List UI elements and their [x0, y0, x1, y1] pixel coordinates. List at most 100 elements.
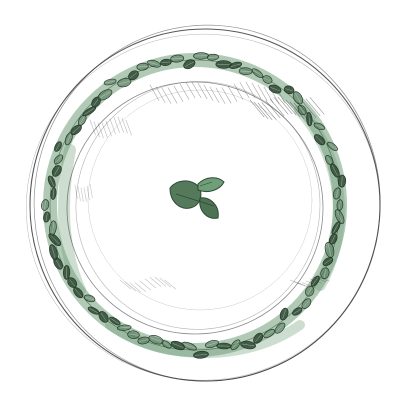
hatch-stroke [121, 117, 128, 134]
hatch-stroke [97, 122, 104, 139]
leaf-vein [293, 308, 302, 314]
hatch-stroke [185, 82, 196, 99]
leaf-garland [41, 52, 347, 359]
hatch-stroke [129, 282, 141, 293]
leaf-vein [331, 235, 336, 244]
hatch-stroke [239, 82, 250, 99]
hatch-stroke [277, 96, 293, 115]
hatch-stroke [159, 277, 171, 288]
hatch-stroke [301, 282, 314, 288]
sprig-icon [169, 177, 225, 219]
leaf-vein [240, 70, 252, 72]
hatch-stroke [281, 97, 297, 116]
leaf-vein [341, 176, 343, 187]
hatch-stroke [289, 101, 305, 120]
leaf-vein [282, 309, 286, 319]
hatch-stroke [293, 102, 309, 121]
leaf-vein [162, 341, 171, 348]
hatch-stroke [89, 119, 96, 136]
hatch-stroke [269, 87, 280, 104]
hatch-stroke [257, 84, 268, 101]
leaf-vein [100, 312, 107, 322]
hatch-stroke [249, 99, 265, 118]
leaf-vein [315, 135, 324, 144]
leaf-vein [52, 188, 55, 199]
leaf-vein [148, 62, 160, 66]
leaf-vein [336, 211, 343, 223]
leaf-vein [85, 296, 94, 300]
leaf-vein [172, 343, 184, 348]
leaf-vein [45, 212, 48, 222]
hatch-stroke [293, 281, 306, 287]
leaf-vein [307, 287, 312, 296]
hatch-stroke [86, 185, 90, 201]
hatch-stroke [297, 102, 313, 120]
leaf-vein [150, 337, 162, 342]
hatch-stroke [265, 100, 281, 119]
leaf-vein [138, 339, 149, 342]
hatch-stroke [164, 279, 176, 290]
leaf-vein [208, 56, 218, 58]
hatch-stroke [317, 276, 330, 282]
hatch-stroke [197, 82, 208, 99]
leaf-vein [255, 334, 262, 342]
leaf-vein [84, 107, 95, 115]
leaf-vein [315, 124, 324, 129]
hatch-stroke [149, 84, 160, 101]
leaf-vein [93, 98, 99, 106]
leaf-vein [327, 243, 332, 257]
hatch-stroke [89, 183, 93, 198]
leaf-vein [263, 77, 272, 82]
hatch-stroke [113, 117, 120, 133]
leaf-vein [44, 200, 47, 210]
leaf-vein [74, 288, 82, 297]
leaf-vein [50, 234, 60, 245]
leaf-vein [323, 268, 327, 278]
hatch-stroke [149, 277, 161, 287]
hatch-stroke [161, 87, 172, 104]
hatch-stroke [227, 85, 238, 102]
leaf-vein [183, 343, 196, 349]
hatch-stroke [179, 83, 190, 100]
leaf-vein [276, 324, 284, 332]
leaf-vein [69, 279, 75, 287]
leaf-vein [119, 81, 130, 85]
leaf-vein [105, 80, 115, 84]
leaf-vein [66, 133, 71, 144]
hatch-stroke [285, 99, 301, 118]
hatch-stroke [124, 281, 136, 292]
leaf-vein [129, 72, 138, 79]
leaf-vein [303, 300, 310, 308]
hatch-stroke [173, 85, 184, 102]
hatch-stroke [117, 116, 124, 133]
leaf-vein [51, 222, 54, 234]
leaf-vein [194, 354, 208, 356]
leaf-vein [326, 156, 332, 165]
hatch-stroke [253, 101, 269, 120]
hatch-stroke [309, 97, 325, 115]
hatch-stroke [125, 119, 132, 136]
hatch-stroke [154, 276, 166, 287]
hatch-stroke [273, 97, 289, 115]
leaf-vein [285, 88, 293, 92]
hatch-stroke [119, 279, 131, 290]
leaf-vein [299, 106, 305, 114]
pencil-hatching [74, 81, 330, 293]
leaf-vein [312, 277, 319, 286]
hatch-stroke [105, 120, 112, 137]
leaf-vein [89, 308, 98, 313]
leaf-vein [110, 318, 120, 324]
hatch-stroke [221, 87, 232, 104]
hatch-stroke [305, 98, 321, 117]
leaf-vein [99, 91, 111, 99]
hatch-stroke [83, 187, 87, 202]
hatch-stroke [144, 278, 156, 289]
hatch-stroke [301, 100, 317, 119]
leaf-vein [72, 126, 81, 134]
leaf-vein [324, 258, 332, 265]
hatch-stroke [309, 278, 322, 284]
leaf-vein [171, 58, 183, 60]
hatch-stroke [251, 82, 262, 99]
leaf-vein [270, 87, 280, 92]
